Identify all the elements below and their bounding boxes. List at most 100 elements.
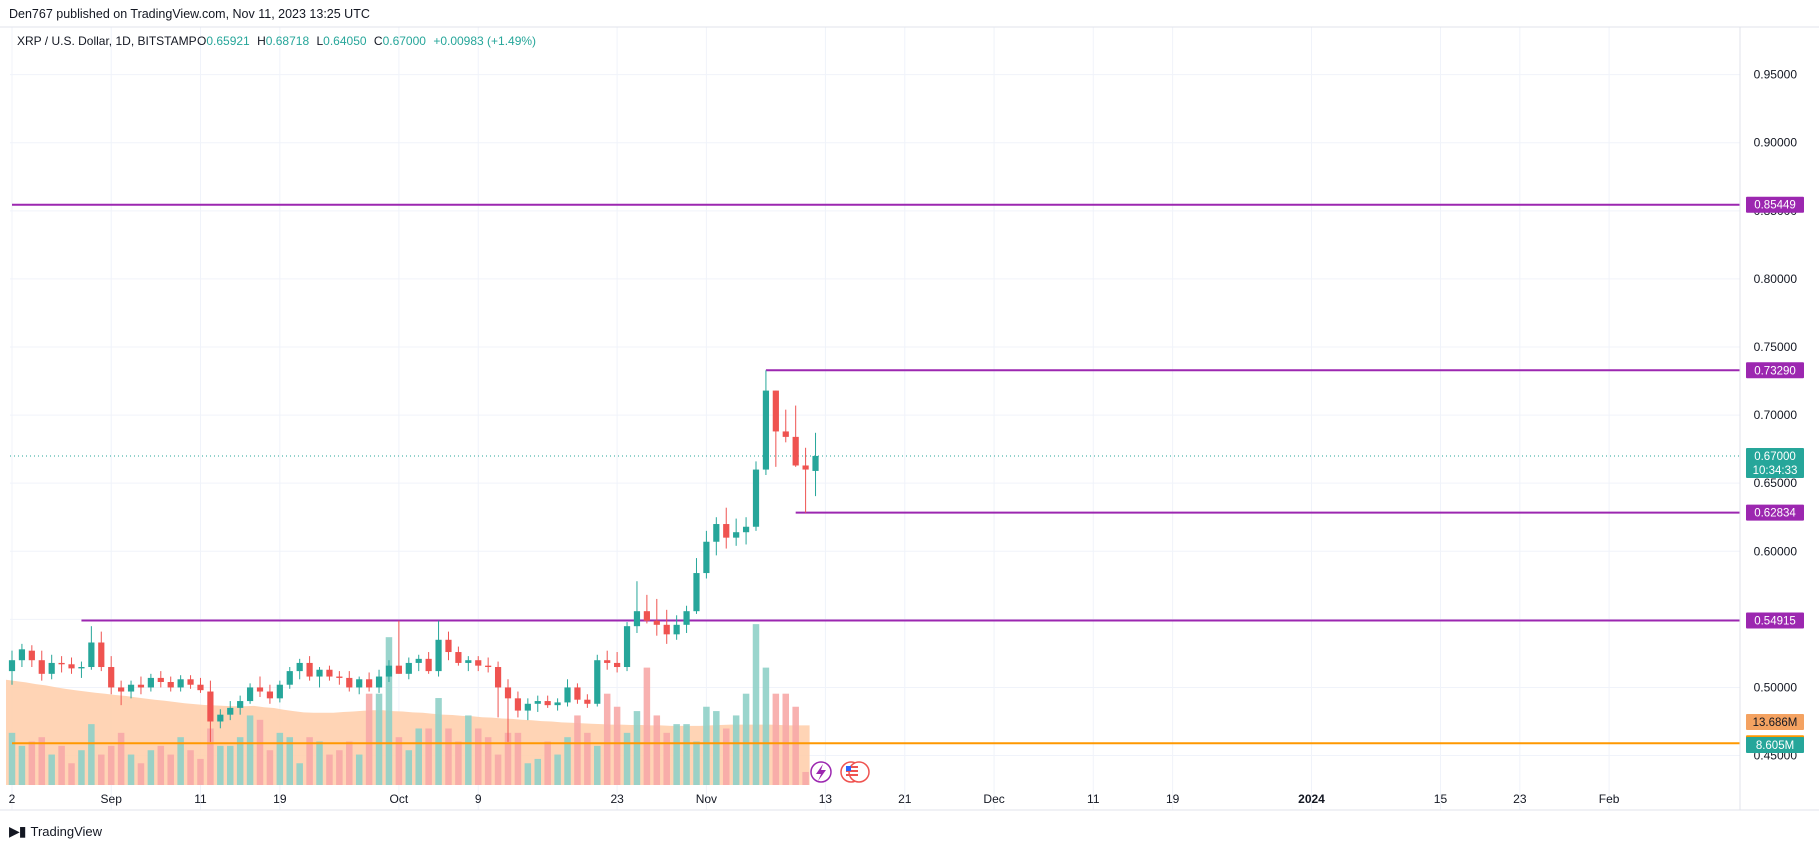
candle-body [137, 684, 145, 688]
volume-bar [326, 754, 333, 785]
candle-body [742, 526, 750, 533]
horizontal-levels [10, 203, 1740, 745]
candle-body [127, 684, 135, 692]
candle-body [435, 639, 442, 672]
candle-body [167, 681, 174, 688]
candle-body [475, 660, 482, 666]
candle-body [237, 701, 244, 708]
candle-body [752, 469, 760, 527]
publisher-note: Den767 published on TradingView.com, Nov… [9, 7, 370, 21]
volume-bar [732, 715, 740, 785]
candle-body [693, 573, 700, 612]
candle-body [524, 703, 531, 711]
candle-body [494, 667, 502, 688]
close-label: C [374, 34, 383, 48]
candle-body [703, 541, 710, 574]
time-tick-label: Nov [696, 792, 717, 806]
time-tick-label: 11 [1087, 792, 1100, 806]
candle-body [48, 662, 55, 674]
volume-bar [425, 728, 432, 785]
level-price-label: 0.85449 [1754, 200, 1796, 212]
time-tick-label: Sep [101, 792, 123, 806]
symbol-legend[interactable]: XRP / U.S. Dollar, 1D, BITSTAMP O0.65921… [17, 34, 536, 48]
candle-body [415, 658, 422, 663]
volume-bar [713, 711, 720, 785]
candle-body [88, 642, 95, 668]
candle-body [217, 714, 224, 722]
volume-bar [504, 732, 512, 785]
time-tick-label: Oct [390, 792, 409, 806]
candle-body [276, 684, 283, 699]
volume-bar [564, 737, 571, 785]
candle-body [108, 667, 115, 688]
volume-bar [157, 745, 165, 785]
candle-body [286, 671, 293, 685]
candle-body [584, 699, 591, 704]
tradingview-logo-icon: ▶▮ [9, 823, 27, 839]
candle-body [375, 676, 383, 688]
price-tick-label: 0.80000 [1754, 272, 1798, 286]
volume-bar [316, 741, 323, 785]
volume-bar [137, 763, 145, 785]
volume-bar [236, 737, 244, 785]
volume-bar [663, 732, 670, 785]
candle-body [8, 660, 16, 672]
candle-body [544, 701, 551, 706]
candle-body [157, 677, 164, 682]
candle-body [455, 652, 462, 663]
candle-body [306, 662, 313, 677]
price-tick-label: 0.50000 [1754, 680, 1798, 694]
volume-bar [197, 758, 204, 785]
close-value: 0.67000 [383, 34, 427, 48]
price-tick-label: 0.60000 [1754, 544, 1798, 558]
volume-bar [375, 693, 383, 785]
volume-bar [594, 745, 601, 785]
volume-bar [673, 724, 680, 785]
time-tick-label: 15 [1434, 792, 1448, 806]
volume-bar [772, 693, 780, 785]
volume-bar [266, 750, 274, 785]
volume-bar [574, 715, 581, 785]
volume-bar [455, 741, 462, 785]
volume-bar [276, 732, 284, 785]
volume-bar [643, 667, 651, 785]
volume-bar [752, 624, 760, 785]
price-tick-label: 0.70000 [1754, 408, 1798, 422]
candle-body [564, 687, 571, 703]
volume-bar [445, 728, 452, 785]
volume-bar [415, 728, 422, 785]
volume-bar [385, 637, 393, 785]
current-price-label: 0.67000 [1754, 451, 1796, 463]
candle-body [405, 662, 412, 674]
us-flag-icon[interactable] [840, 761, 870, 783]
volume-bar [256, 719, 264, 785]
candle-body [207, 691, 214, 722]
candle-body [465, 660, 472, 663]
candle-body [256, 687, 264, 692]
open-value: 0.65921 [206, 34, 250, 48]
price-tick-label: 0.95000 [1754, 68, 1798, 82]
candle-body [445, 639, 452, 653]
lightning-icon[interactable] [810, 761, 832, 783]
candle-body [713, 524, 720, 542]
volume-bar [514, 732, 522, 785]
price-labels: 0.854490.732900.628340.549150.459000.670… [1746, 196, 1804, 753]
countdown-label: 10:34:33 [1753, 465, 1798, 477]
candle-body [296, 662, 303, 672]
candle-body [504, 687, 512, 699]
volume-bars [8, 624, 809, 785]
level-price-label: 0.62834 [1754, 508, 1796, 520]
candle-body [802, 465, 809, 470]
time-axis: 2 Sep 11 19 Oct 9 23 Nov 13 21 Dec 11 19 2024 15 23 Feb [9, 792, 1620, 806]
volume-bar [117, 732, 125, 785]
candle-body [197, 684, 204, 691]
volume-bar [167, 754, 174, 785]
candle-body [227, 707, 234, 715]
volume-bar [98, 754, 105, 785]
volume-bar [554, 754, 561, 785]
candle-body [395, 665, 402, 674]
volume-bar [544, 741, 551, 785]
volume-bar [534, 758, 542, 785]
